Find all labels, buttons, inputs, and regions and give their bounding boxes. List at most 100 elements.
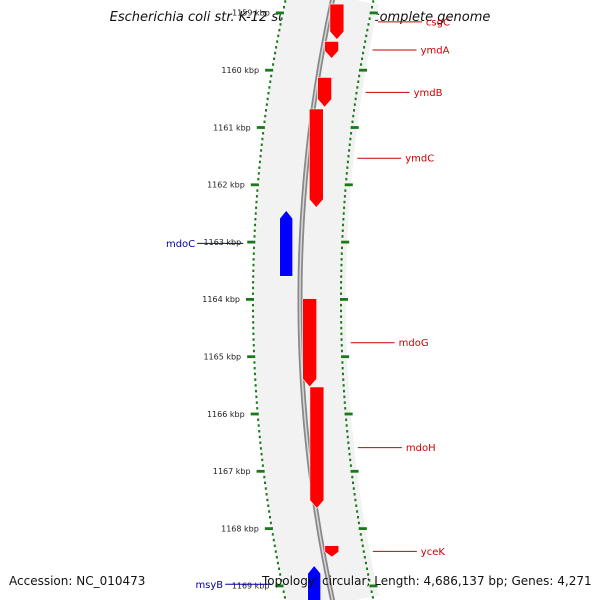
major-tick-left [256,126,265,129]
minor-tick-right [340,309,343,313]
minor-tick-right [340,321,343,324]
minor-tick-right [352,481,355,485]
minor-tick-left [254,389,257,393]
gene-label-ymdC: ymdC [405,154,434,165]
gene-msyB [307,565,322,600]
minor-tick-right [352,114,355,118]
minor-tick-right [371,596,374,599]
gene-label-csgC: csgC [426,17,450,28]
minor-tick-right [350,132,353,135]
minor-tick-right [344,407,347,410]
ruler-tick-label: 1166 kbp [207,410,245,419]
minor-tick-left [252,349,255,353]
major-tick-left [275,584,284,588]
minor-tick-left [252,309,255,313]
minor-tick-left [276,40,279,43]
minor-tick-left [267,504,270,507]
gene-ymdC [308,108,324,208]
minor-tick-left [252,303,255,307]
minor-tick-left [252,269,255,273]
minor-tick-right [368,17,371,20]
minor-tick-right [349,458,352,462]
minor-tick-right [368,578,371,582]
minor-tick-right [346,160,349,164]
minor-tick-right [347,447,350,450]
minor-tick-right [340,269,343,273]
minor-tick-right [365,34,368,38]
minor-tick-right [340,263,343,267]
minor-tick-right [360,538,363,542]
minor-tick-right [340,258,343,261]
minor-tick-right [343,395,346,399]
ruler-tick-label: 1165 kbp [203,353,241,362]
major-tick-right [341,240,350,244]
minor-tick-right [361,544,364,548]
minor-tick-right [353,103,356,106]
minor-tick-right [340,349,343,353]
minor-tick-left [257,418,260,422]
minor-tick-left [252,344,255,347]
ruler-ticks-layer: 1159 kbp 1160 kbp 1161 kbp 1162 kbp 1163 kbp… [202,0,378,599]
minor-tick-right [341,229,344,232]
minor-tick-left [283,596,286,599]
minor-tick-left [266,97,269,101]
minor-tick-left [264,481,267,485]
minor-tick-right [353,109,356,112]
gene-label-mdoG: mdoG [399,338,429,349]
minor-tick-right [341,366,344,370]
minor-tick-left [265,109,268,112]
minor-tick-right [352,487,355,490]
minor-tick-right [343,195,346,198]
minor-tick-left [262,132,265,135]
minor-tick-right [342,212,345,215]
minor-tick-left [258,166,261,169]
minor-tick-left [268,510,271,513]
minor-tick-right [346,435,349,439]
ruler-tick-label: 1162 kbp [207,181,245,190]
ruler-tick-label: 1168 kbp [221,524,259,533]
minor-tick-left [280,17,283,20]
ruler-tick-label: 1169 kbp [232,582,270,591]
minor-tick-left [258,160,261,164]
minor-tick-left [260,149,263,152]
minor-tick-right [355,91,358,95]
ruler-tick-label: 1167 kbp [213,467,251,476]
minor-tick-left [254,378,257,381]
minor-tick-right [356,515,359,519]
major-tick-left [247,355,256,359]
minor-tick-right [372,0,375,3]
minor-tick-left [258,429,261,433]
minor-tick-right [358,74,361,78]
minor-tick-right [343,206,346,210]
gene-mdoH [309,386,325,509]
minor-tick-left [267,91,270,95]
minor-tick-right [343,401,346,404]
minor-tick-right [364,40,367,43]
minor-tick-right [362,51,365,55]
minor-tick-left [272,538,275,542]
minor-tick-right [345,424,348,427]
minor-tick-right [340,281,343,284]
minor-tick-left [253,229,256,232]
minor-tick-right [346,166,349,169]
minor-tick-left [252,326,255,330]
minor-tick-left [275,556,278,559]
minor-tick-right [349,137,352,141]
major-tick-right [369,11,378,15]
minor-tick-left [268,86,271,89]
minor-tick-right [363,556,366,559]
minor-tick-left [265,103,268,106]
minor-tick-left [253,366,256,370]
minor-tick-left [274,51,277,55]
minor-tick-right [340,332,343,336]
minor-tick-right [356,510,359,513]
minor-tick-right [351,475,354,479]
major-tick-left [275,11,284,15]
minor-tick-left [252,281,255,284]
minor-tick-left [265,493,268,496]
gene-mdoC [279,209,294,277]
minor-tick-right [341,361,344,364]
gene-label-ymdA: ymdA [421,45,450,56]
minor-tick-left [263,475,266,479]
